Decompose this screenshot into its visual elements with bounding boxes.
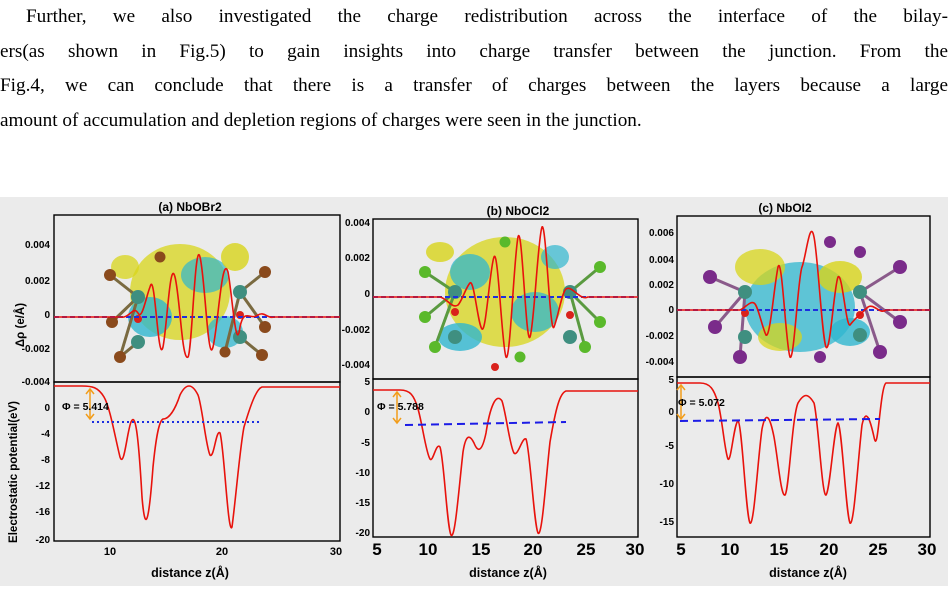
panel-a-title: (a) NbOBr2 (158, 200, 222, 214)
panel-b-top-ytick: -0.002 (342, 325, 371, 336)
panel-a-xtick: 30 (330, 546, 342, 558)
panel-c-xtick: 25 (869, 540, 888, 559)
panel-c-xtick: 20 (820, 540, 839, 559)
panel-a-xtick: 10 (104, 546, 116, 558)
panel-c-title: (c) NbOI2 (758, 201, 812, 215)
panel-c-phi-label: Φ = 5.072 (678, 397, 725, 409)
panel-a-xtick: 20 (216, 546, 228, 558)
panel-b-structure-image (419, 236, 606, 371)
panel-a-bottom-frame (53, 381, 341, 542)
panel-a: (a) NbOBr2 0.004 0.002 0 -0.002 -0.004 0… (22, 200, 342, 580)
panel-c-bottom-ytick: 5 (668, 375, 674, 386)
figure-5: Δρ (e/Å) Electrostatic potential(eV) (a)… (0, 197, 948, 586)
panel-a-top-ytick: -0.004 (22, 377, 51, 388)
panel-c-reference-line (679, 418, 881, 422)
panel-b-reference-line (404, 421, 567, 426)
panel-a-bottom-ytick: -20 (36, 535, 51, 546)
panel-c-top-ytick: 0 (668, 305, 674, 316)
panel-c-xtick: 30 (918, 540, 937, 559)
panel-a-top-ytick: -0.002 (22, 344, 51, 355)
panel-b-title: (b) NbOCl2 (487, 204, 550, 218)
paragraph-line-3: Fig.4, we can conclude that there is a t… (0, 75, 948, 96)
panel-b-xtick: 30 (626, 540, 645, 559)
panel-b-phi-label: Φ = 5.788 (377, 401, 424, 413)
panel-c-xtick: 10 (721, 540, 740, 559)
panel-c-bottom-ytick: 0 (668, 407, 674, 418)
panel-c: (c) NbOI2 0.006 0.004 0.002 0 -0.002 -0.… (646, 201, 937, 580)
panel-c-bottom-ytick: -10 (660, 479, 675, 490)
panel-b: (b) NbOCl2 0.004 0.002 0 -0.002 -0.004 5… (342, 204, 645, 580)
panel-c-bottom-ytick: -15 (660, 517, 675, 528)
paragraph-line-4: amount of accumulation and depletion reg… (0, 109, 642, 131)
panel-a-bottom-ytick: -4 (41, 429, 50, 440)
panel-b-bottom-frame (372, 378, 639, 538)
panel-b-bottom-ytick: 0 (364, 407, 370, 418)
panel-c-bottom-ytick: -5 (665, 441, 674, 452)
panel-c-potential-curve (677, 382, 930, 524)
panel-c-bottom-frame (676, 376, 931, 538)
panel-a-top-ytick: 0.004 (25, 240, 50, 251)
panel-a-charge-curve (54, 253, 340, 358)
panel-b-bottom-ytick: -20 (356, 528, 371, 539)
panel-b-xtick: 15 (472, 540, 491, 559)
panel-a-phi-arrow-heads (85, 387, 95, 421)
panel-b-top-ytick: -0.004 (342, 360, 371, 371)
panel-b-top-ytick: 0 (364, 289, 370, 300)
panel-c-top-ytick: -0.004 (646, 357, 675, 368)
body-paragraph: Further, we also investigated the charge… (0, 0, 948, 138)
panel-a-top-ytick: 0 (44, 310, 50, 321)
panel-b-potential-curve (373, 389, 638, 536)
panel-b-bottom-ytick: -5 (361, 438, 370, 449)
panel-c-top-ytick: -0.002 (646, 331, 675, 342)
panel-a-phi-label: Φ = 5.414 (62, 401, 109, 413)
panel-a-bottom-ytick: -12 (36, 481, 51, 492)
paragraph-line-2: ers(as shown in Fig.5) to gain insights … (0, 40, 948, 62)
ylabel-electrostatic-potential: Electrostatic potential(eV) (8, 401, 20, 543)
panel-b-charge-curve (373, 226, 638, 358)
panel-c-top-ytick: 0.004 (649, 255, 674, 266)
panel-b-xtick: 10 (419, 540, 438, 559)
panel-b-xlabel: distance z(Å) (469, 565, 547, 580)
figure-svg: Δρ (e/Å) Electrostatic potential(eV) (a)… (8, 200, 937, 580)
panel-a-bottom-ytick: -16 (36, 507, 51, 518)
panel-c-charge-curve (677, 230, 930, 358)
panel-a-bottom-ytick: 0 (44, 403, 50, 414)
panel-b-xtick: 25 (577, 540, 596, 559)
panel-a-potential-curve (54, 385, 340, 529)
panel-b-bottom-ytick: 5 (364, 377, 370, 388)
panel-b-bottom-ytick: -10 (356, 468, 371, 479)
panel-b-phi-arrow-heads (392, 390, 402, 425)
panel-c-top-ytick: 0.002 (649, 280, 674, 291)
panel-c-xtick: 15 (770, 540, 789, 559)
panel-b-top-ytick: 0.004 (345, 218, 370, 229)
panel-c-xlabel: distance z(Å) (769, 565, 847, 580)
panel-a-xlabel: distance z(Å) (151, 565, 229, 580)
panel-a-bottom-ytick: -8 (41, 455, 50, 466)
panel-c-phi-arrow-heads (676, 383, 686, 421)
panel-b-xtick: 20 (524, 540, 543, 559)
panel-c-xtick: 5 (676, 540, 685, 559)
panel-b-bottom-ytick: -15 (356, 498, 371, 509)
panel-a-top-ytick: 0.002 (25, 276, 50, 287)
panel-b-xtick: 5 (372, 540, 381, 559)
paragraph-line-1: Further, we also investigated the charge… (26, 6, 948, 27)
panel-b-top-ytick: 0.002 (345, 253, 370, 264)
panel-c-top-ytick: 0.006 (649, 228, 674, 239)
ylabel-charge-density: Δρ (e/Å) (14, 303, 27, 347)
panel-a-structure-image (104, 243, 271, 363)
